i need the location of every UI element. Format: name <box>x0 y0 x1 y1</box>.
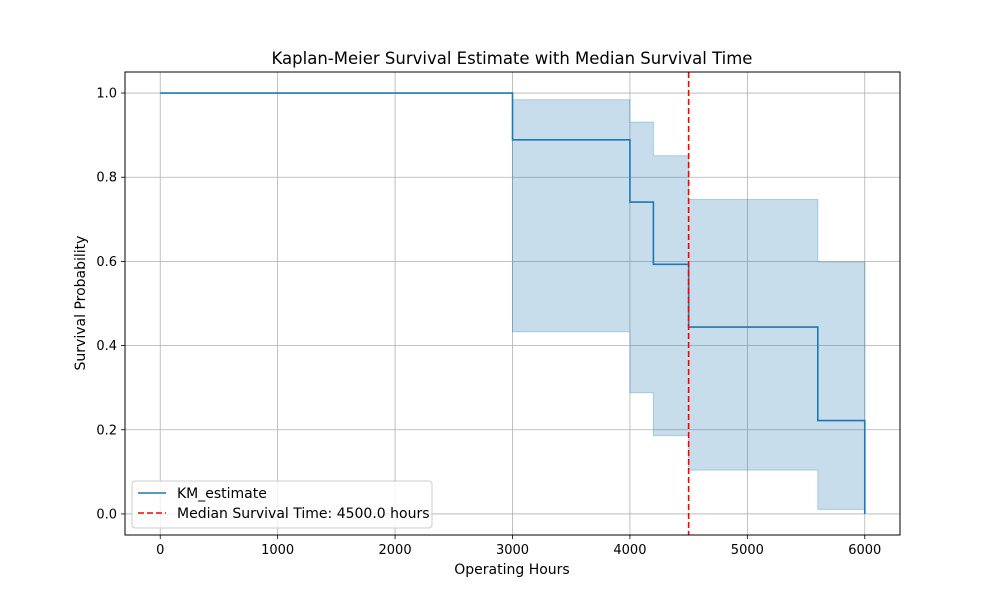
y-tick-label: 0.0 <box>96 507 117 522</box>
y-tick-label: 0.6 <box>96 255 117 270</box>
ticks: 0 1000 2000 3000 4000 5000 6000 0.0 0.2 0.4 0.6 0.8… <box>96 87 881 558</box>
legend: KM_estimate Median Survival Time: 4500.0… <box>131 480 433 529</box>
x-tick-label: 3000 <box>496 543 529 558</box>
x-tick-label: 0 <box>156 543 164 558</box>
x-tick-label: 2000 <box>379 543 412 558</box>
x-tick-label: 1000 <box>261 543 294 558</box>
legend-label-median: Median Survival Time: 4500.0 hours <box>177 506 430 522</box>
y-tick-label: 1.0 <box>96 87 117 102</box>
chart-title: Kaplan-Meier Survival Estimate with Medi… <box>272 49 753 68</box>
x-tick-label: 6000 <box>848 543 881 558</box>
y-tick-label: 0.4 <box>96 339 117 354</box>
km-estimate-line <box>160 92 866 514</box>
legend-label-km-estimate: KM_estimate <box>177 486 267 502</box>
series-layer <box>160 92 866 514</box>
x-tick-label: 4000 <box>613 543 646 558</box>
x-axis-label: Operating Hours <box>454 562 569 578</box>
x-tick-label: 5000 <box>731 543 764 558</box>
y-tick-label: 0.8 <box>96 171 117 186</box>
legend-box <box>131 480 433 529</box>
y-tick-label: 0.2 <box>96 423 117 438</box>
y-axis-label: Survival Probability <box>73 236 89 371</box>
